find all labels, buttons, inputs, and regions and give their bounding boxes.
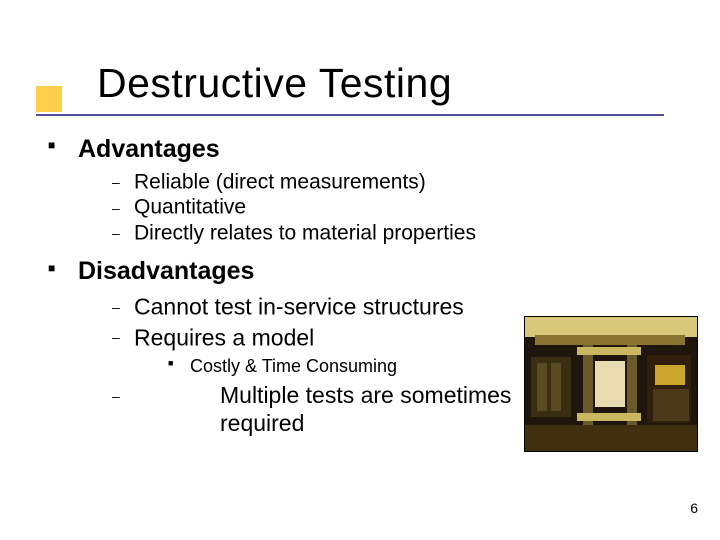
bullet-icon: ■ (48, 261, 78, 275)
advantage-item: –Quantitative (112, 195, 668, 219)
dash-icon: – (112, 299, 134, 315)
accent-block (36, 86, 62, 112)
bullet-icon: ■ (168, 358, 190, 368)
disadvantages-heading: ■Disadvantages (48, 256, 668, 286)
dash-icon: – (112, 225, 134, 241)
dash-icon: – (112, 174, 134, 190)
title-underline (36, 114, 664, 116)
dash-icon: – (112, 329, 134, 345)
advantages-heading: ■Advantages (48, 134, 668, 164)
testing-machine-photo (524, 316, 698, 452)
advantage-item: –Directly relates to material properties (112, 221, 668, 245)
page-number: 6 (690, 500, 698, 516)
slide-title: Destructive Testing (97, 60, 452, 107)
bullet-icon: ■ (48, 138, 78, 152)
dash-icon: – (112, 388, 134, 404)
dash-icon: – (112, 200, 134, 216)
advantage-item: –Reliable (direct measurements) (112, 170, 668, 194)
